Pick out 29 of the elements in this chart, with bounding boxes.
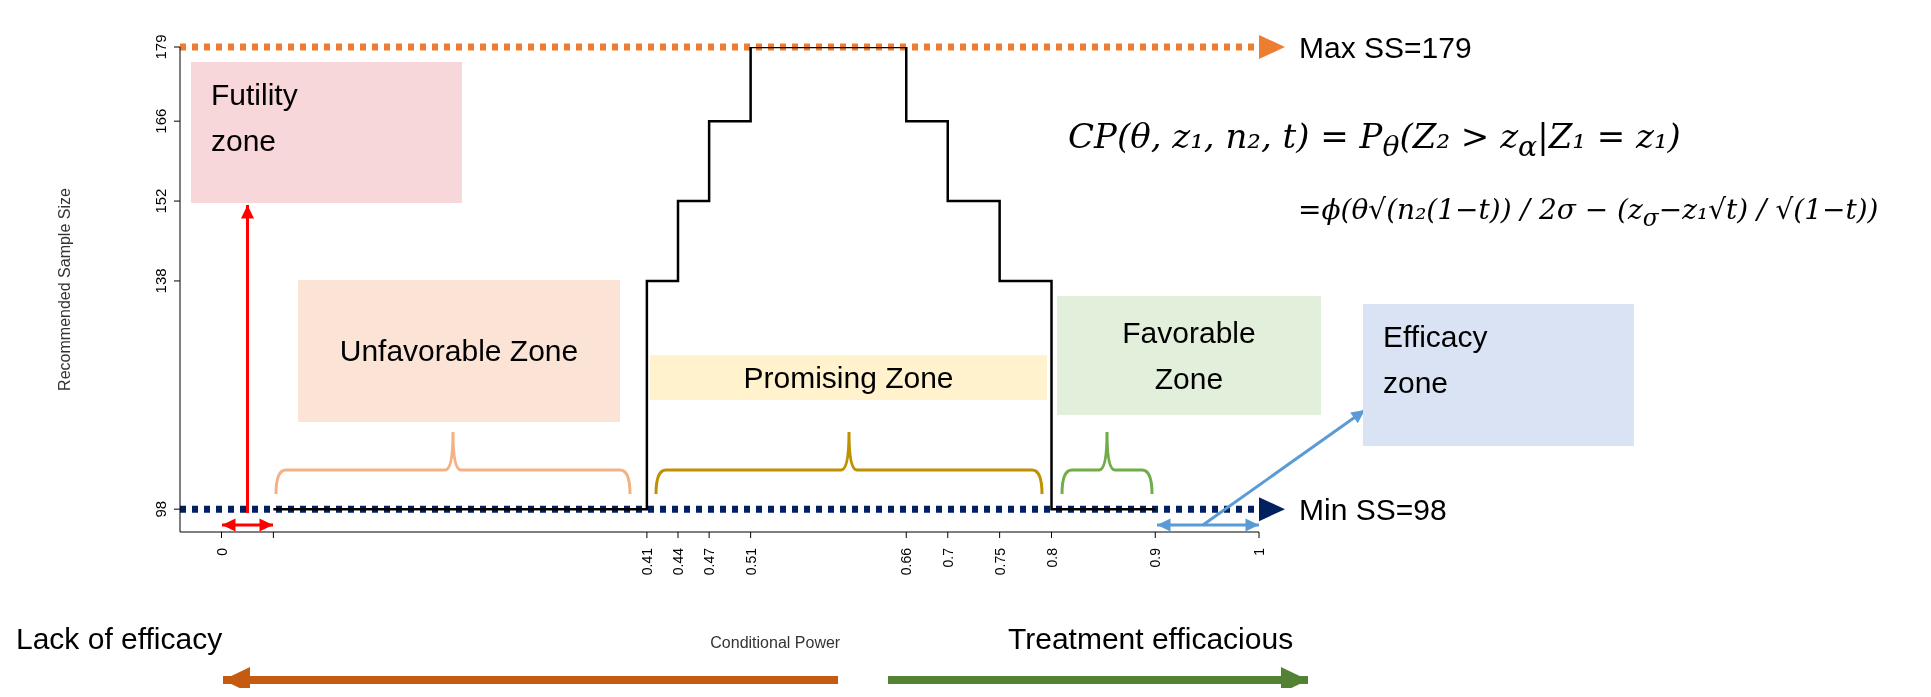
x-tick-label: 0.41: [638, 547, 655, 576]
x-tick-label: 0.66: [898, 547, 915, 576]
y-tick-label: 152: [152, 188, 169, 214]
x-tick-label: 0: [213, 547, 230, 556]
x-tick-label: 0.51: [742, 547, 759, 576]
ref-line-label: Min SS=98: [1299, 493, 1447, 527]
annotation: Favorable Zone: [1121, 314, 1257, 397]
y-tick-label: 179: [152, 34, 169, 60]
x-tick-label: 0.9: [1147, 547, 1164, 568]
y-tick-label: 98: [152, 500, 169, 518]
annotation: CP(θ, z₁, n₂, t) = P$_{θ}$(Z₂ > z$_{α}$|Z₁ = z₁): [1068, 116, 1681, 163]
text: Efficacy zone: [1383, 319, 1489, 401]
x-tick-label: 0.7: [939, 547, 956, 568]
y-axis-title: Recommended Sample Size: [56, 188, 73, 391]
annotation: Promising Zone: [743, 359, 954, 396]
text: Treatment efficacious: [1008, 622, 1294, 656]
x-tick-label: 0.8: [1043, 547, 1060, 568]
x-tick-label: 1: [1251, 547, 1267, 556]
annotation: Unfavorable Zone: [339, 333, 579, 369]
x-axis-title: Conditional Power: [710, 634, 841, 651]
y-tick-label: 138: [152, 268, 169, 294]
y-tick-label: 166: [152, 108, 169, 134]
x-tick-label: 0.75: [991, 547, 1008, 576]
text: =ϕ(θ√(n₂(1−t)) / 2σ − (z$_{σ}$−z₁√t) / √(1−t)): [1298, 193, 1879, 232]
annotation: Futility zone: [211, 77, 299, 159]
x-tick-label: 0.47: [701, 547, 718, 576]
x-tick-label: 0.44: [670, 547, 686, 576]
text: Lack of efficacy: [16, 622, 223, 656]
ref-line-label: Max SS=179: [1299, 31, 1472, 64]
